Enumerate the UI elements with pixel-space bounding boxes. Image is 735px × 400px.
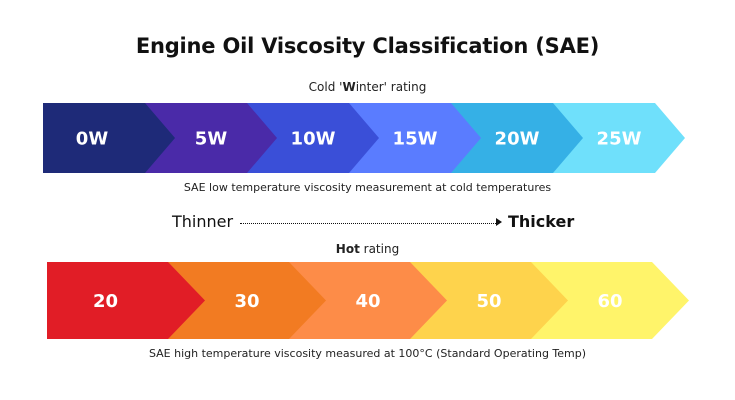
- winter-segment-10w: [247, 103, 379, 173]
- hot-heading-bold: Hot: [335, 242, 360, 256]
- hot-label-30: 30: [234, 291, 259, 312]
- hot-label-20: 20: [93, 291, 118, 312]
- thicker-label: Thicker: [508, 212, 575, 231]
- hot-label-60: 60: [597, 291, 622, 312]
- hot-heading-suffix: rating: [359, 242, 400, 256]
- winter-segment-0w: [43, 103, 175, 173]
- hot-segment-60: [531, 262, 689, 339]
- winter-segment-20w: [451, 103, 583, 173]
- winter-heading-suffix: inter' rating: [355, 80, 427, 94]
- winter-heading-prefix: Cold ': [308, 80, 343, 94]
- hot-segment-50: [410, 262, 568, 339]
- hot-rating-heading: Hot rating: [0, 242, 735, 256]
- winter-heading-bold: W: [342, 80, 356, 94]
- winter-segment-5w: [145, 103, 277, 173]
- winter-label-5w: 5W: [195, 129, 228, 150]
- winter-rating-heading: Cold 'Winter' rating: [0, 80, 735, 94]
- winter-label-0w: 0W: [76, 129, 109, 150]
- hot-segment-30: [168, 262, 326, 339]
- hot-rating-bar: 20 30 40 50 60: [47, 262, 692, 339]
- winter-segment-15w: [349, 103, 481, 173]
- hot-segment-20: [47, 262, 205, 339]
- winter-label-10w: 10W: [291, 129, 336, 150]
- hot-segment-40: [289, 262, 447, 339]
- hot-chevron-chart: 20 30 40 50 60: [47, 262, 689, 339]
- hot-caption: SAE high temperature viscosity measured …: [148, 347, 587, 360]
- thinner-thicker-scale: Thinner Thicker: [172, 212, 575, 236]
- winter-rating-bar: 0W 5W 10W 15W 20W 25W: [43, 103, 703, 173]
- winter-label-20w: 20W: [495, 129, 540, 150]
- arrow-right-icon: [496, 218, 502, 226]
- winter-label-25w: 25W: [597, 129, 642, 150]
- page-title: Engine Oil Viscosity Classification (SAE…: [135, 34, 600, 58]
- winter-label-15w: 15W: [393, 129, 438, 150]
- hot-label-50: 50: [476, 291, 501, 312]
- winter-caption: SAE low temperature viscosity measuremen…: [183, 181, 552, 194]
- winter-segment-25w: [553, 103, 685, 173]
- hot-label-40: 40: [355, 291, 380, 312]
- dotted-arrow-line: [240, 223, 498, 224]
- thinner-label: Thinner: [172, 212, 234, 231]
- winter-chevron-chart: 0W 5W 10W 15W 20W 25W: [43, 103, 685, 173]
